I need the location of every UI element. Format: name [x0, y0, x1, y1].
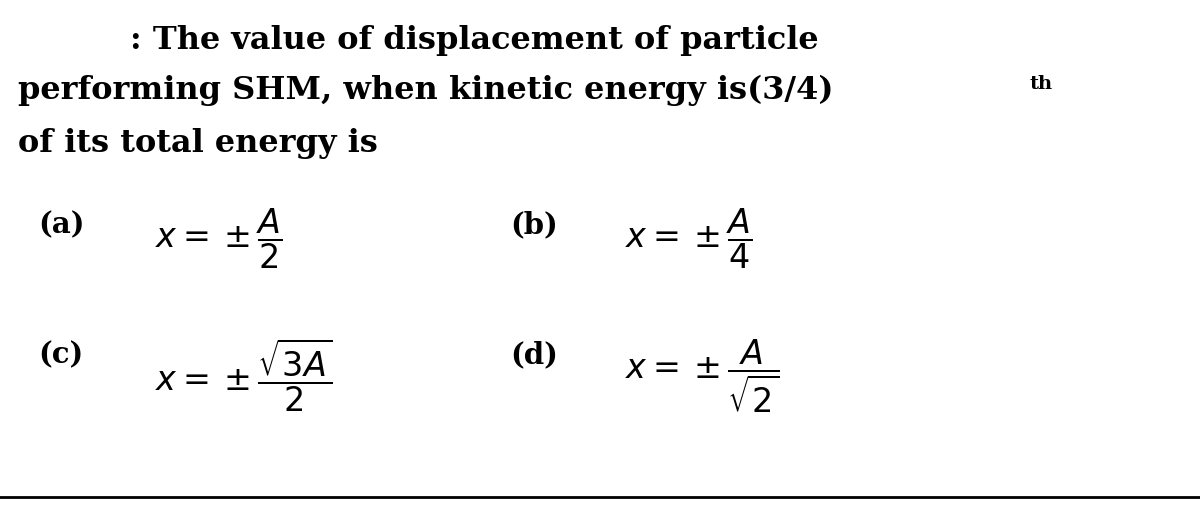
- Text: of its total energy is: of its total energy is: [18, 128, 378, 159]
- Text: : The value of displacement of particle: : The value of displacement of particle: [130, 25, 818, 56]
- Text: $x = \pm\dfrac{A}{4}$: $x = \pm\dfrac{A}{4}$: [625, 207, 752, 271]
- Text: $x = \pm\dfrac{\sqrt{3A}}{2}$: $x = \pm\dfrac{\sqrt{3A}}{2}$: [155, 337, 332, 415]
- Text: performing SHM, when kinetic energy is(3/4): performing SHM, when kinetic energy is(3…: [18, 75, 834, 106]
- Text: (c): (c): [38, 340, 83, 369]
- Text: (a): (a): [38, 210, 84, 239]
- Text: $x = \pm\dfrac{A}{\sqrt{2}}$: $x = \pm\dfrac{A}{\sqrt{2}}$: [625, 337, 779, 415]
- Text: (b): (b): [510, 210, 558, 239]
- Text: (d): (d): [510, 340, 558, 369]
- Text: $x = \pm\dfrac{A}{2}$: $x = \pm\dfrac{A}{2}$: [155, 207, 282, 271]
- Text: th: th: [1030, 75, 1054, 93]
